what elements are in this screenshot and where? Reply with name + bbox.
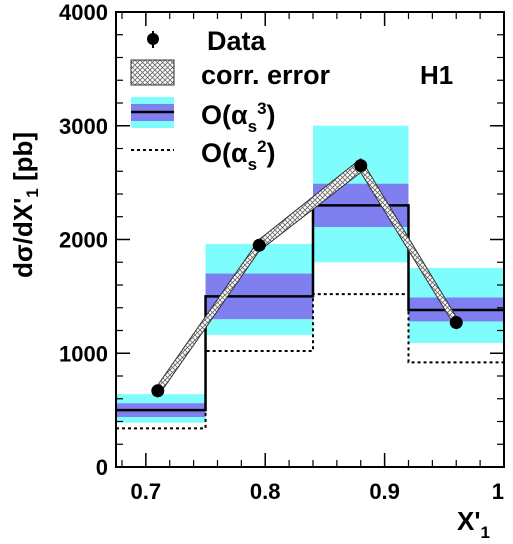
- uncertainty-bands: [116, 125, 504, 423]
- y-tick-label: 0: [96, 455, 108, 480]
- legend-data-marker: [147, 31, 159, 48]
- x-tick-label: 0.7: [131, 479, 162, 504]
- y-tick-label: 3000: [59, 114, 108, 139]
- axis-ticks: [116, 11, 505, 468]
- prediction-histograms: [116, 204, 504, 430]
- x-tick-label: 1: [492, 479, 504, 504]
- data-point: [449, 316, 463, 330]
- legend-nlo3-swatch: [131, 97, 174, 128]
- legend-corr-swatch: [130, 59, 175, 86]
- y-tick-label: 1000: [59, 341, 108, 366]
- y-tick-label: 2000: [59, 228, 108, 253]
- tick-labels: 0 1000 2000 3000 4000 0.7 0.8 0.9 1: [59, 0, 504, 504]
- y-axis-label: dσ/dX'1 [pb]: [8, 132, 42, 278]
- x-tick-label: 0.8: [250, 479, 281, 504]
- data-points: [151, 159, 463, 398]
- legend-nlo3-label: O(αs3): [201, 99, 276, 136]
- legend: Data corr. error O(αs3) O(αs2): [130, 26, 331, 174]
- legend-data-label: Data: [207, 26, 267, 56]
- y-tick-label: 4000: [59, 0, 108, 25]
- legend-nlo2-label: O(αs2): [201, 137, 276, 174]
- data-point: [354, 159, 368, 173]
- legend-corr-label: corr. error: [201, 60, 331, 90]
- experiment-label: H1: [420, 60, 453, 90]
- nlo3-histogram: [116, 204, 504, 412]
- data-point: [151, 384, 165, 398]
- nlo2-histogram: [116, 293, 504, 430]
- x-axis-label: X'1: [457, 506, 490, 542]
- data-point: [252, 238, 266, 252]
- x-tick-label: 0.9: [369, 479, 400, 504]
